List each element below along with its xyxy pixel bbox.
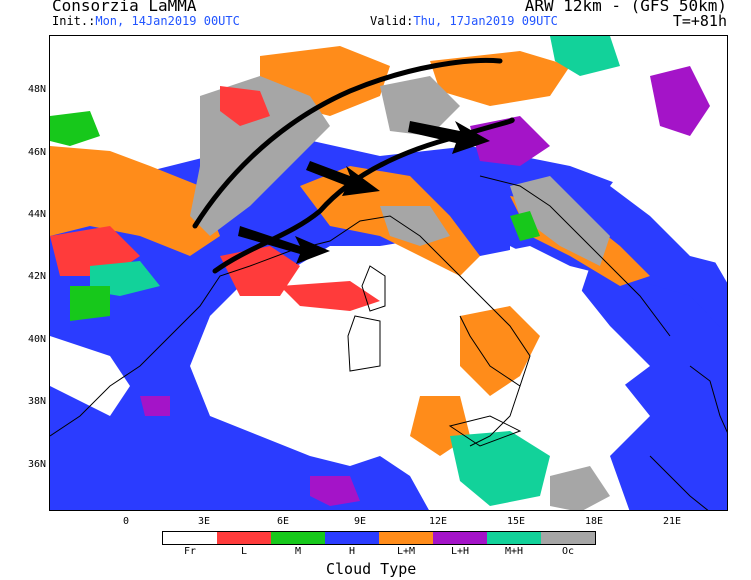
low-high-cloud-region <box>650 66 710 136</box>
legend-label: Oc <box>561 546 575 557</box>
organization-title: Consorzia LaMMA <box>52 0 197 15</box>
legend-swatch-lm <box>379 532 433 544</box>
lat-tick-label: 36N <box>28 459 47 470</box>
flow-arrows <box>238 121 490 264</box>
low-cloud-region <box>280 281 380 311</box>
lat-tick-label: 44N <box>28 209 47 220</box>
mid-high-cloud-region <box>550 36 620 76</box>
lon-tick-label: 21E <box>662 516 682 527</box>
legend-label: L <box>240 546 248 557</box>
mid-high-cloud-region <box>450 431 550 506</box>
legend-swatch-fr <box>163 532 217 544</box>
legend-label: Fr <box>183 546 197 557</box>
valid-value: Thu, 17Jan2019 09UTC <box>413 14 558 28</box>
lat-tick-label: 46N <box>28 147 47 158</box>
lon-tick-label: 12E <box>428 516 448 527</box>
lon-tick-label: 0 <box>122 516 130 527</box>
coastlines <box>50 175 727 510</box>
overcast-region <box>550 466 610 510</box>
legend-title: Cloud Type <box>326 560 417 578</box>
arrow-icon <box>306 161 380 196</box>
clear-sky-region <box>510 246 650 396</box>
mid-cloud-region <box>510 211 540 241</box>
low-mid-cloud-band <box>50 146 220 256</box>
valid-time: Valid:Thu, 17Jan2019 09UTC <box>370 14 558 28</box>
legend-label: M+H <box>504 546 524 557</box>
cloud-type-map <box>49 35 728 511</box>
init-time: Init.:Mon, 14Jan2019 00UTC <box>52 14 240 28</box>
legend-label: M <box>294 546 302 557</box>
legend-label: L+H <box>450 546 470 557</box>
legend-swatch-mh <box>487 532 541 544</box>
overcast-region <box>380 76 460 136</box>
cloud-type-legend <box>162 531 596 545</box>
overcast-region <box>380 206 450 246</box>
low-high-cloud-region <box>140 396 170 416</box>
mid-high-cloud-region <box>70 286 110 321</box>
lon-tick-label: 9E <box>353 516 367 527</box>
legend-swatch-oc <box>541 532 595 544</box>
mid-cloud-region <box>50 111 100 146</box>
legend-swatch-m <box>271 532 325 544</box>
legend-label: H <box>348 546 356 557</box>
lon-tick-label: 3E <box>197 516 211 527</box>
legend-swatch-l <box>217 532 271 544</box>
overcast-region <box>190 76 330 236</box>
low-mid-cloud-band <box>460 306 540 396</box>
arrow-icon <box>238 226 330 264</box>
legend-swatch-lh <box>433 532 487 544</box>
lon-tick-label: 6E <box>276 516 290 527</box>
lat-tick-label: 38N <box>28 396 47 407</box>
lat-tick-label: 48N <box>28 84 47 95</box>
map-canvas <box>50 36 727 510</box>
low-cloud-region <box>220 86 270 126</box>
lat-tick-label: 40N <box>28 334 47 345</box>
low-mid-cloud-band <box>430 51 570 106</box>
lon-tick-label: 18E <box>584 516 604 527</box>
clear-sky-region <box>210 286 380 456</box>
legend-swatch-h <box>325 532 379 544</box>
overcast-region <box>510 176 610 266</box>
legend-label: L+M <box>396 546 416 557</box>
model-title: ARW 12km - (GFS 50km) <box>524 0 727 15</box>
init-value: Mon, 14Jan2019 00UTC <box>95 14 240 28</box>
arrow-icon <box>408 121 490 154</box>
init-label: Init.: <box>52 14 96 28</box>
lon-tick-label: 15E <box>506 516 526 527</box>
clear-sky-region <box>50 336 130 416</box>
forecast-timestep: T=+81h <box>672 12 727 30</box>
lat-tick-label: 42N <box>28 271 47 282</box>
low-high-cloud-region <box>310 476 360 506</box>
valid-label: Valid: <box>370 14 414 28</box>
